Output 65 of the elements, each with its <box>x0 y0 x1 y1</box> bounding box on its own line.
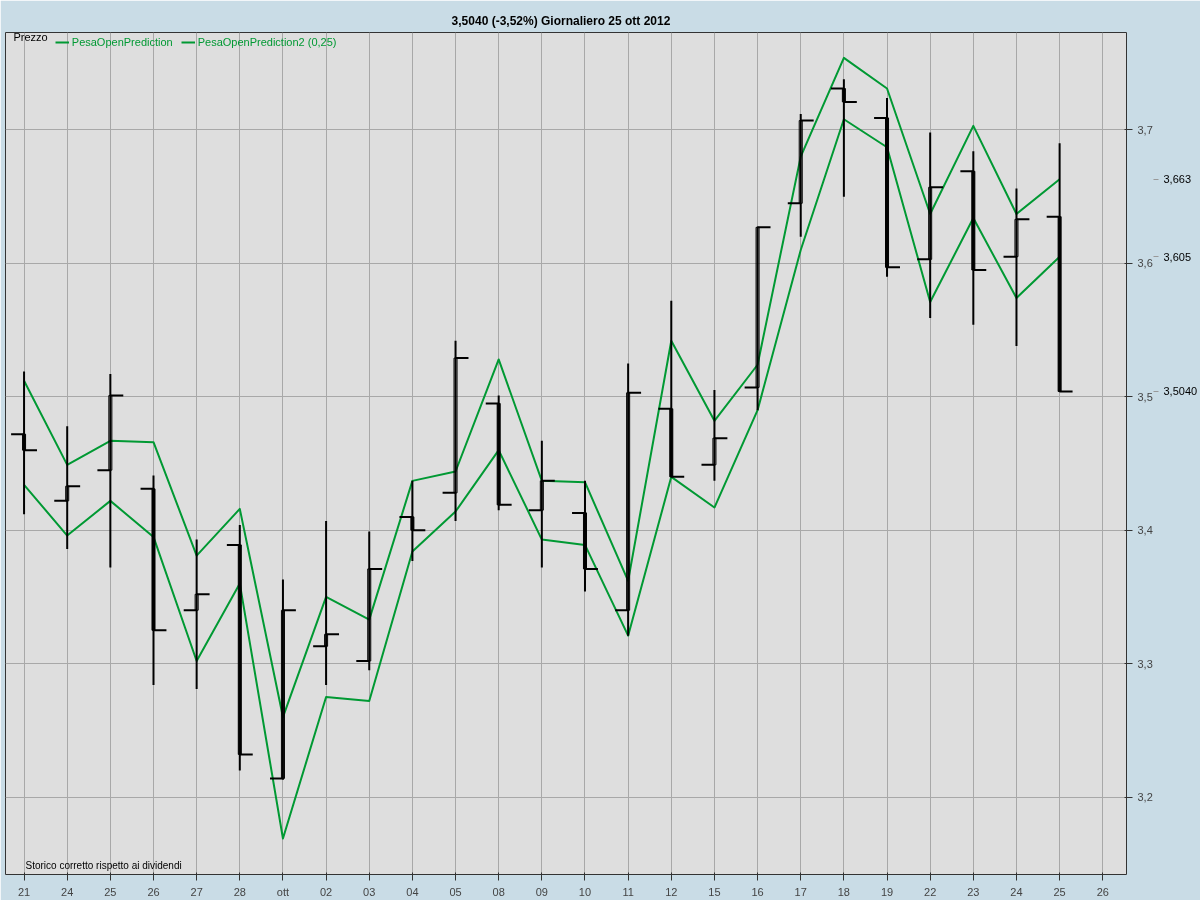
candlestick <box>959 150 988 326</box>
x-tick-label: 25 <box>104 885 117 898</box>
x-tick-label: 05 <box>449 885 462 898</box>
candlestick <box>571 479 599 593</box>
candlestick <box>873 96 901 278</box>
legend-label: PesaOpenPrediction <box>71 36 173 48</box>
candlestick <box>139 474 168 687</box>
x-tick-label: 21 <box>17 885 31 898</box>
x-tick-label: 22 <box>924 885 937 898</box>
candlestick <box>1002 187 1031 348</box>
text: 3,5040 <box>1163 385 1198 398</box>
x-tick-label: 04 <box>406 885 419 898</box>
x-tick-label: 23 <box>967 885 980 898</box>
x-tick-label: ott <box>276 885 290 898</box>
legend-label: PesaOpenPrediction2 (0,25) <box>197 36 337 48</box>
candlestick <box>10 370 38 516</box>
candlestick <box>1045 142 1074 393</box>
x-tick-label: 11 <box>622 885 634 898</box>
x-tick-label: 27 <box>190 885 203 898</box>
candlestick <box>743 226 772 412</box>
x-tick-label: 18 <box>837 885 851 898</box>
candlestick <box>225 523 254 772</box>
x-tick-label: 02 <box>319 885 333 898</box>
x-tick-label: 17 <box>794 885 807 898</box>
candlestick <box>398 479 427 562</box>
x-tick-label: 15 <box>708 885 721 898</box>
annotation: Storico corretto rispetto ai dividendi <box>25 859 182 871</box>
candlestick <box>916 131 945 320</box>
x-tick-label: 26 <box>1096 885 1109 898</box>
candlestick <box>484 394 513 512</box>
chart-title: 3,5040 (-3,52%) Giornaliero 25 ott 2012 <box>451 13 671 28</box>
candlestick <box>786 112 815 238</box>
y-tick-label: 3,6 <box>1137 257 1153 270</box>
text: 3,663 <box>1163 173 1192 186</box>
x-tick-label: 28 <box>233 885 246 898</box>
candlestick <box>269 578 297 781</box>
x-tick-label: 12 <box>665 885 678 898</box>
legend-title: Prezzo <box>13 30 48 43</box>
x-tick-label: 03 <box>363 885 376 898</box>
x-tick-label: 24 <box>1010 885 1023 898</box>
x-tick-label: 16 <box>751 885 764 898</box>
x-tick-label: 08 <box>492 885 505 898</box>
text: 3,605 <box>1163 250 1192 263</box>
y-tick-label: 3,7 <box>1137 123 1153 136</box>
x-tick-label: 09 <box>535 885 548 898</box>
x-tick-label: 24 <box>61 885 74 898</box>
y-tick-label: 3,5 <box>1137 390 1153 403</box>
candlestick <box>53 425 82 550</box>
candlestick <box>700 389 729 482</box>
x-tick-label: 19 <box>880 885 894 898</box>
x-tick-label: 25 <box>1053 885 1066 898</box>
x-tick-label: 10 <box>578 885 592 898</box>
candlestick <box>614 362 643 637</box>
x-tick-label: 26 <box>147 885 160 898</box>
candlestick <box>441 339 470 522</box>
y-tick-label: 3,2 <box>1137 791 1153 804</box>
candlestick <box>657 299 686 478</box>
candlestick <box>182 538 211 691</box>
candlestick <box>312 519 341 687</box>
candlestick <box>96 373 125 569</box>
y-tick-label: 3,3 <box>1137 657 1153 670</box>
candlestick <box>829 78 858 198</box>
y-tick-label: 3,4 <box>1137 524 1153 537</box>
candlestick <box>355 530 384 672</box>
candlestick <box>527 439 556 569</box>
